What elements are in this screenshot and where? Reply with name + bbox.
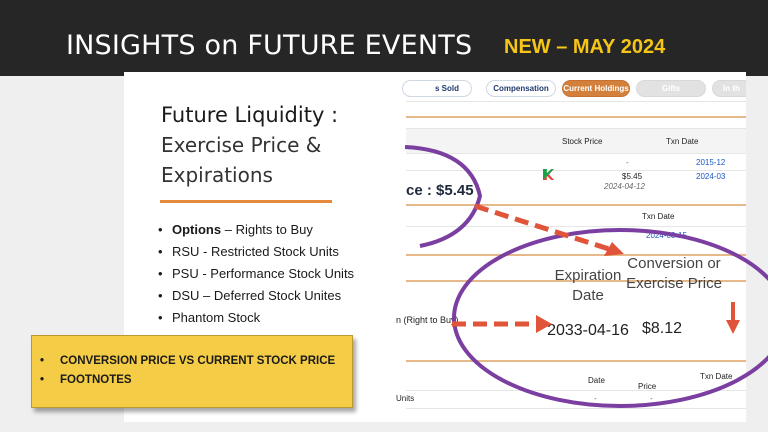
tab-current-holdings[interactable]: Current Holdings: [562, 80, 630, 97]
col-expiration-date: Expiration Date: [554, 267, 622, 304]
section-divider: [406, 360, 746, 362]
section-divider: [406, 116, 746, 118]
title-line-2: Exercise Price &: [161, 133, 322, 157]
footer-col-date: Date: [588, 376, 605, 385]
row-divider: [406, 226, 746, 227]
embedded-screenshot: s Sold Compensation Current Holdings Gif…: [396, 72, 746, 422]
footer-row-label: Units: [396, 394, 415, 403]
section-divider: [406, 204, 746, 206]
title-underline: [160, 200, 332, 203]
callout-item: CONVERSION PRICE VS CURRENT STOCK PRICE: [40, 352, 335, 371]
tab-in-the-money[interactable]: In th: [712, 80, 746, 97]
conversion-value: $8.12: [642, 320, 683, 337]
row2-price-date: 2024-04-12: [604, 182, 645, 191]
tab-shares-sold[interactable]: s Sold: [402, 80, 472, 97]
bullet-item: Options – Rights to Buy: [158, 219, 354, 241]
title-line-1: Future Liquidity :: [161, 103, 339, 127]
bullet-item: PSU - Performance Stock Units: [158, 263, 354, 285]
current-stock-price: ce : $5.45: [406, 182, 474, 199]
callout-box: CONVERSION PRICE VS CURRENT STOCK PRICE …: [31, 335, 353, 408]
callout-item: FOOTNOTES: [40, 371, 335, 390]
row2-txn-date[interactable]: 2024-03: [696, 172, 726, 181]
footer-row-dash: -: [650, 394, 653, 403]
row-divider: [406, 170, 746, 171]
tab-compensation[interactable]: Compensation: [486, 80, 556, 97]
tab-gifts[interactable]: Gifts: [636, 80, 706, 97]
title-line-3: Expirations: [161, 163, 273, 187]
page-title: INSIGHTS on FUTURE EVENTS: [66, 30, 473, 61]
option-row-label: n (Right to Buy): [396, 315, 459, 325]
expiration-value: 2033-04-16: [547, 322, 629, 339]
row2-price: $5.45: [622, 172, 643, 181]
row-divider: [406, 408, 746, 409]
col-stock-price: Stock Price: [562, 137, 603, 146]
row1-txn-date[interactable]: 2015-12: [696, 158, 726, 167]
bullet-item: RSU - Restricted Stock Units: [158, 241, 354, 263]
holdings-tab-bar: s Sold Compensation Current Holdings Gif…: [402, 72, 746, 102]
bullet-item: DSU – Deferred Stock Unites: [158, 285, 354, 307]
col-txn-date: Txn Date: [666, 137, 699, 146]
row1-dash: -: [626, 158, 629, 167]
new-badge: NEW – MAY 2024: [504, 36, 666, 58]
footer-col-txn-date: Txn Date: [700, 372, 733, 381]
bullet-item: Phantom Stock: [158, 307, 354, 329]
footer-row-dash: -: [594, 394, 597, 403]
sub-row-txn-date[interactable]: 2024-03-15: [646, 231, 687, 240]
table-header: Stock Price Txn Date: [406, 128, 746, 154]
company-logo-icon: [543, 169, 554, 180]
row-divider: [406, 390, 746, 391]
title-bar: INSIGHTS on FUTURE EVENTS NEW – MAY 2024: [0, 0, 768, 76]
bullet-list: Options – Rights to Buy RSU - Restricted…: [158, 219, 354, 351]
col-conversion-price: Conversion or Exercise Price: [626, 255, 722, 292]
sub-col-txn-date: Txn Date: [642, 212, 675, 221]
